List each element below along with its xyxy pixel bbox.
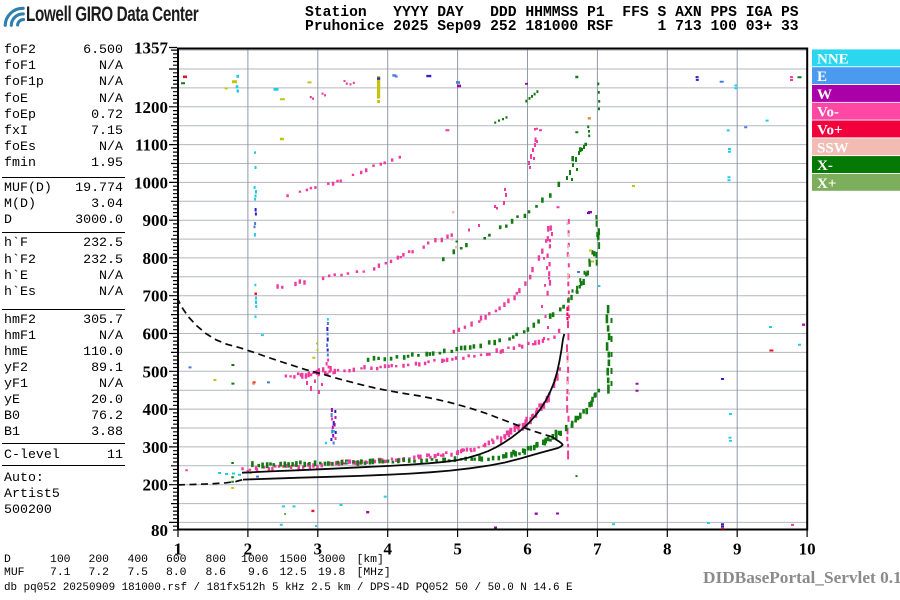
svg-text:4: 4	[383, 540, 392, 559]
svg-text:500: 500	[143, 362, 169, 381]
svg-text:2: 2	[244, 540, 253, 559]
svg-text:900: 900	[143, 211, 169, 230]
svg-text:X+: X+	[817, 176, 836, 192]
svg-text:10: 10	[799, 540, 816, 559]
svg-text:E: E	[817, 69, 827, 85]
svg-text:X-: X-	[817, 158, 833, 174]
svg-text:8: 8	[663, 540, 672, 559]
svg-text:1: 1	[174, 540, 183, 559]
svg-text:1000: 1000	[134, 173, 168, 192]
svg-text:600: 600	[143, 325, 169, 344]
svg-text:400: 400	[143, 400, 169, 419]
svg-text:9: 9	[733, 540, 742, 559]
svg-text:Vo+: Vo+	[817, 123, 843, 139]
svg-text:800: 800	[143, 249, 169, 268]
svg-text:Vo-: Vo-	[817, 105, 839, 121]
svg-text:W: W	[817, 87, 832, 103]
svg-text:200: 200	[143, 476, 169, 495]
svg-text:1100: 1100	[135, 136, 168, 155]
svg-text:1357: 1357	[134, 39, 169, 58]
svg-text:6: 6	[523, 540, 532, 559]
svg-text:80: 80	[151, 521, 168, 540]
svg-text:SSW: SSW	[817, 140, 849, 156]
svg-text:NNE: NNE	[817, 51, 849, 67]
svg-text:300: 300	[143, 438, 169, 457]
svg-text:5: 5	[453, 540, 462, 559]
svg-text:700: 700	[143, 287, 169, 306]
svg-text:1200: 1200	[134, 98, 168, 117]
svg-text:7: 7	[593, 540, 602, 559]
svg-text:3: 3	[314, 540, 323, 559]
